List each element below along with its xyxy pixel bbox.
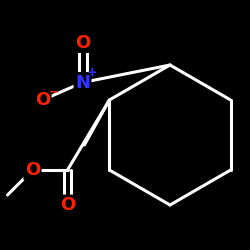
Text: +: + [87, 66, 97, 80]
Text: O: O [35, 91, 50, 109]
Text: N: N [75, 74, 90, 92]
Text: −: − [48, 86, 59, 99]
Text: O: O [75, 34, 90, 52]
Text: O: O [25, 161, 40, 179]
Text: O: O [60, 196, 75, 214]
